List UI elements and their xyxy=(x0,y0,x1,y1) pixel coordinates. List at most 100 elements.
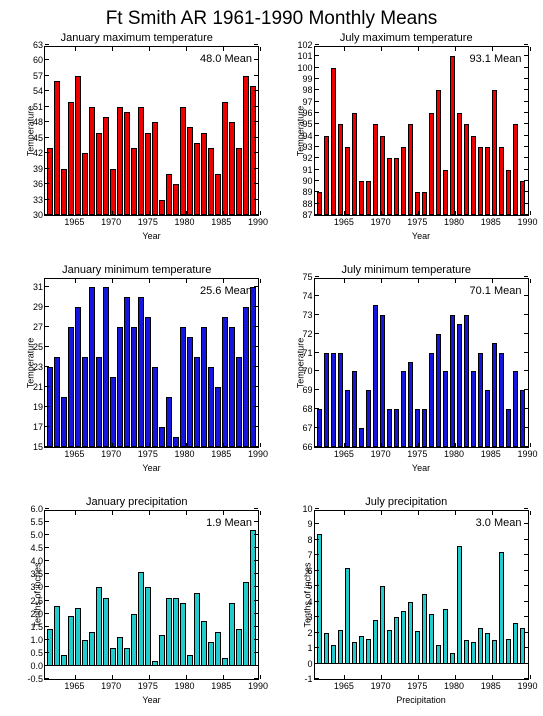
bar xyxy=(380,136,386,215)
bar xyxy=(429,614,435,663)
bar xyxy=(345,147,351,215)
bar xyxy=(68,102,74,215)
bar xyxy=(345,568,351,664)
bar xyxy=(159,200,165,215)
x-tick-label: 1965 xyxy=(334,449,354,459)
bar xyxy=(380,315,386,447)
bar xyxy=(359,428,365,447)
x-tick-label: 1970 xyxy=(371,681,391,691)
x-tick-label: 1975 xyxy=(138,449,158,459)
bar xyxy=(373,305,379,447)
bar xyxy=(117,107,123,215)
bar xyxy=(229,122,235,215)
bar xyxy=(215,387,221,447)
bar xyxy=(166,397,172,447)
chart-area: 70.1 Mean6667686970717273747519651970197… xyxy=(314,278,529,448)
x-axis-label: Year xyxy=(142,695,160,705)
bar xyxy=(208,367,214,447)
bar xyxy=(464,124,470,215)
bar xyxy=(317,192,323,215)
y-tick-label: 0.5 xyxy=(21,648,43,658)
panel-jul_prec: July precipitation3.0 Mean-1012345678910… xyxy=(278,496,536,708)
bar xyxy=(478,353,484,447)
bar xyxy=(359,636,365,664)
bar xyxy=(492,90,498,215)
bar xyxy=(54,606,60,666)
bar xyxy=(471,136,477,215)
x-tick-label: 1990 xyxy=(248,449,268,459)
y-tick-label: 39 xyxy=(21,164,43,174)
x-tick-label: 1980 xyxy=(444,217,464,227)
bar xyxy=(47,629,53,666)
y-tick-label: 74 xyxy=(291,291,313,301)
x-tick-label: 1965 xyxy=(64,681,84,691)
x-tick-label: 1980 xyxy=(444,681,464,691)
bar xyxy=(131,614,137,666)
y-tick-label: 1 xyxy=(291,643,313,653)
bar xyxy=(401,147,407,215)
bar xyxy=(96,133,102,215)
bar xyxy=(61,169,67,215)
bar xyxy=(250,530,256,666)
y-axis-label: Tenths of inches xyxy=(33,562,43,627)
x-tick-label: 1970 xyxy=(371,217,391,227)
bar xyxy=(124,112,130,215)
bar xyxy=(457,113,463,215)
y-tick-label: 30 xyxy=(21,210,43,220)
x-tick-label: 1985 xyxy=(211,449,231,459)
bar xyxy=(429,113,435,215)
bar xyxy=(520,181,526,215)
bar xyxy=(145,587,151,665)
bar xyxy=(208,148,214,215)
panel-jul_min: July minimum temperature70.1 Mean6667686… xyxy=(278,264,536,476)
x-tick-label: 1985 xyxy=(211,217,231,227)
y-tick-label: 27 xyxy=(21,322,43,332)
page-title: Ft Smith AR 1961-1990 Monthly Means xyxy=(8,8,535,30)
bar xyxy=(513,623,519,663)
bar xyxy=(201,621,207,665)
bar xyxy=(429,353,435,447)
panel-title: January precipitation xyxy=(8,496,266,508)
y-tick-label: 31 xyxy=(21,282,43,292)
bar xyxy=(229,327,235,447)
bar xyxy=(499,147,505,215)
chart-area: 48.0 Mean3033363942454851545760631965197… xyxy=(44,46,259,216)
bar xyxy=(450,315,456,447)
y-tick-label: 5.5 xyxy=(21,517,43,527)
bar xyxy=(96,587,102,665)
bar xyxy=(324,353,330,447)
x-tick-label: 1980 xyxy=(444,449,464,459)
y-tick-label: 9 xyxy=(291,519,313,529)
y-tick-label: 90 xyxy=(291,176,313,186)
y-axis-label: Temperature xyxy=(295,338,305,389)
x-tick-label: 1990 xyxy=(248,681,268,691)
bars xyxy=(45,511,258,679)
mean-label: 70.1 Mean xyxy=(470,285,522,297)
bar xyxy=(68,327,74,447)
bar xyxy=(394,409,400,447)
bar xyxy=(243,76,249,215)
bar xyxy=(366,390,372,447)
y-tick-label: 91 xyxy=(291,165,313,175)
bar xyxy=(520,390,526,447)
bar xyxy=(159,635,165,666)
y-tick-label: 54 xyxy=(21,86,43,96)
bar xyxy=(173,184,179,215)
bar xyxy=(68,616,74,666)
bar xyxy=(436,90,442,215)
bar xyxy=(180,327,186,447)
bar xyxy=(173,437,179,447)
bar xyxy=(387,158,393,215)
chart-area: 1.9 Mean-0.50.00.51.01.52.02.53.03.54.04… xyxy=(44,510,259,680)
y-tick-label: 36 xyxy=(21,179,43,189)
bar xyxy=(366,181,372,215)
x-tick-label: 1970 xyxy=(101,681,121,691)
bar xyxy=(450,56,456,215)
bars xyxy=(315,47,528,215)
bar xyxy=(352,642,358,664)
bar xyxy=(124,297,130,447)
y-tick-label: 2 xyxy=(291,628,313,638)
y-tick-label: 7 xyxy=(291,550,313,560)
bar xyxy=(47,367,53,447)
bar xyxy=(124,648,130,666)
